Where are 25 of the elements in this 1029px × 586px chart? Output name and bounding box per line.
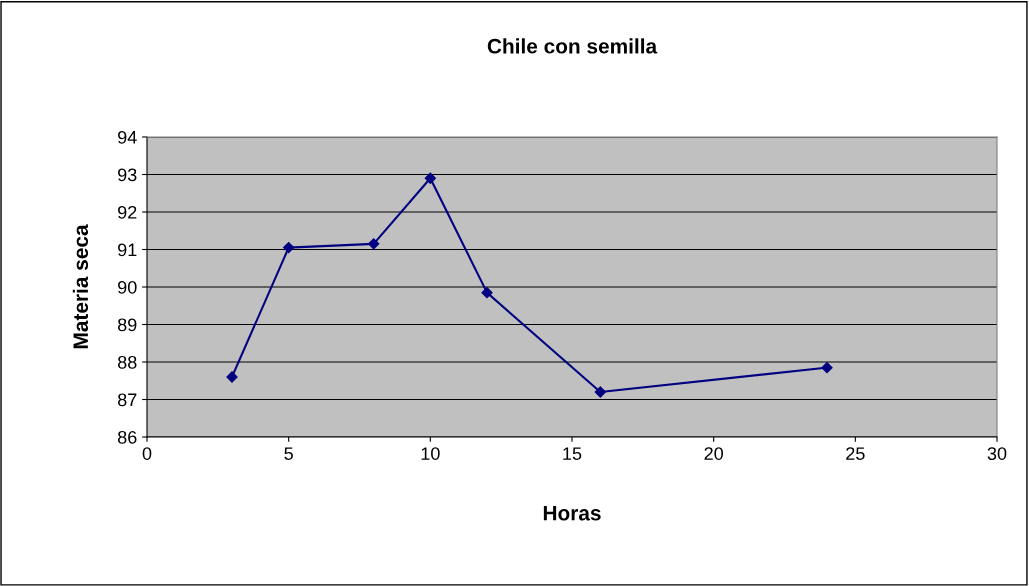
y-tick-label: 92 [118,205,137,219]
point [283,242,295,254]
y-tick-label: 90 [118,280,137,294]
x-tick-label: 20 [704,447,723,460]
y-tick-label: 88 [117,355,137,369]
x-tick-label: 5 [284,447,293,460]
x-tick-label: 30 [987,447,1007,460]
y-tick-label: 91 [118,243,137,257]
x-tick-label: 10 [421,447,440,460]
y-axis-title: Materia seca [72,224,89,349]
y-tick-label: 86 [117,430,137,444]
y-tick-label: 87 [117,393,137,407]
point [594,386,606,398]
point [424,172,436,184]
y-tick-label: 93 [118,168,137,182]
x-axis-title: Horas [543,505,601,521]
y-tick-label: 94 [118,130,137,144]
x-tick-label: 15 [563,447,582,460]
y-tick-label: 89 [117,318,137,332]
chart-title: Chile con semilla [487,38,658,54]
x-tick-label: 25 [846,447,865,460]
point [821,362,833,374]
point [368,238,380,250]
x-tick-label: 0 [142,447,152,460]
point [481,287,493,299]
